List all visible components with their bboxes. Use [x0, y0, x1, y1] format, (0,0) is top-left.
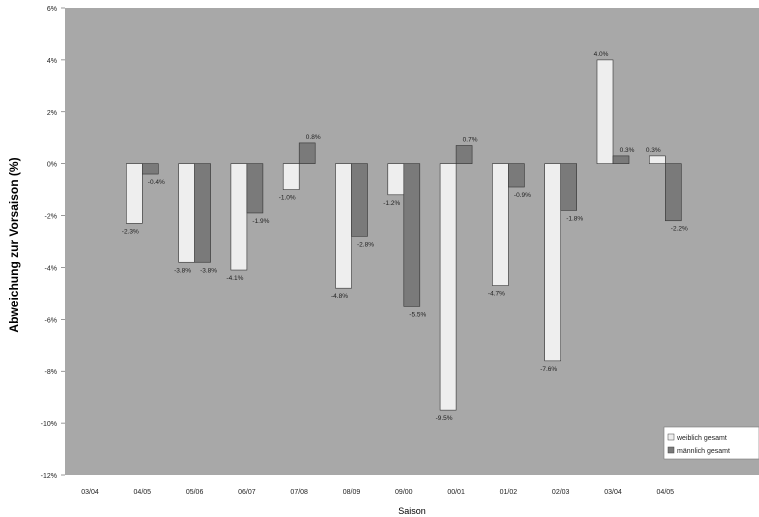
data-label: -3.8%: [200, 267, 217, 274]
y-tick-label: 4%: [47, 58, 57, 65]
bar-weiblich: [387, 163, 405, 196]
x-tick-label: 08/09: [343, 489, 361, 496]
x-tick-label: 03/04: [81, 489, 99, 496]
data-label: -2.3%: [122, 228, 139, 235]
data-label: -2.8%: [357, 241, 374, 248]
y-tick-label: -2%: [45, 214, 57, 221]
legend-label-maennlich: männlich gesamt: [677, 448, 730, 455]
y-axis-ticks: 6% 4% 2% 0% -2% -4% -6% -8% -10% -12%: [41, 6, 65, 480]
data-label: -4.7%: [488, 291, 505, 298]
bar-maennlich: [142, 163, 159, 175]
bar-maennlich: [455, 145, 473, 164]
data-label: -1.9%: [252, 218, 269, 225]
bar-maennlich: [403, 163, 421, 307]
y-tick-label: -12%: [41, 473, 57, 480]
bar-maennlich: [612, 155, 630, 164]
bar-weiblich: [282, 163, 300, 190]
legend-swatch-weiblich: [667, 433, 675, 441]
bar-weiblich: [648, 155, 666, 164]
bar-maennlich: [194, 163, 211, 263]
data-label: -5.5%: [409, 311, 426, 318]
x-tick-label: 04/05: [134, 489, 152, 496]
data-label: -7.6%: [540, 366, 557, 373]
data-label: 0.8%: [306, 134, 321, 141]
bar-maennlich: [664, 163, 682, 222]
x-tick-label: 07/08: [290, 489, 308, 496]
x-tick-label: 02/03: [552, 489, 570, 496]
bar-weiblich: [230, 163, 248, 271]
data-label: 0.3%: [646, 147, 661, 154]
data-label: -2.2%: [671, 226, 688, 233]
legend-swatch-maennlich: [667, 446, 675, 454]
y-tick-label: -8%: [45, 369, 57, 376]
x-tick-label: 03/04: [604, 489, 622, 496]
legend: weiblich gesamt männlich gesamt: [663, 426, 759, 460]
bar-maennlich: [508, 163, 525, 188]
y-tick-label: 0%: [47, 162, 57, 169]
y-axis-label: Abweichung zur Vorsaison (%): [7, 157, 21, 332]
y-tick-label: -6%: [45, 317, 57, 324]
y-tick-label: 2%: [47, 110, 57, 117]
bar-weiblich: [596, 59, 614, 164]
bar-maennlich: [560, 163, 578, 211]
bar-weiblich: [178, 163, 195, 263]
y-tick-label: 6%: [47, 6, 57, 13]
data-label: 0.3%: [620, 147, 635, 154]
bar-maennlich: [351, 163, 368, 237]
bar-weiblich: [492, 163, 509, 286]
data-label: -0.4%: [148, 179, 165, 186]
data-label: -4.8%: [331, 293, 348, 300]
data-label: -1.8%: [566, 215, 583, 222]
data-label: -1.0%: [279, 195, 296, 202]
bar-weiblich: [335, 163, 352, 289]
bar-maennlich: [298, 142, 316, 164]
data-labels: -2.3% -3.8% -4.1% -1.0% -4.8% -1.2% -9.5% -4.7%…: [122, 51, 688, 422]
y-tick-label: -4%: [45, 265, 57, 272]
bar-maennlich: [246, 163, 264, 214]
x-tick-label: 09/00: [395, 489, 413, 496]
y-tick-label: -10%: [41, 421, 57, 428]
x-tick-label: 04/05: [657, 489, 675, 496]
data-label: -0.9%: [514, 192, 531, 199]
data-label: 4.0%: [594, 51, 609, 58]
bar-weiblich: [126, 163, 143, 224]
bar-weiblich: [439, 163, 457, 411]
x-tick-label: 06/07: [238, 489, 256, 496]
data-label: -1.2%: [383, 200, 400, 207]
x-tick-label: 00/01: [447, 489, 465, 496]
x-axis-label: Saison: [398, 506, 426, 516]
legend-box: [663, 426, 759, 460]
legend-label-weiblich: weiblich gesamt: [676, 435, 727, 442]
data-label: -9.5%: [436, 415, 453, 422]
data-label: 0.7%: [463, 137, 478, 144]
x-tick-label: 05/06: [186, 489, 204, 496]
data-label: -3.8%: [174, 267, 191, 274]
x-axis-ticks: 03/04 04/05 05/06 06/07 07/08 08/09 09/00 00/01…: [81, 489, 674, 496]
bar-series: [126, 59, 682, 411]
data-label: -4.1%: [226, 275, 243, 282]
x-tick-label: 01/02: [500, 489, 518, 496]
bar-weiblich: [544, 163, 562, 362]
